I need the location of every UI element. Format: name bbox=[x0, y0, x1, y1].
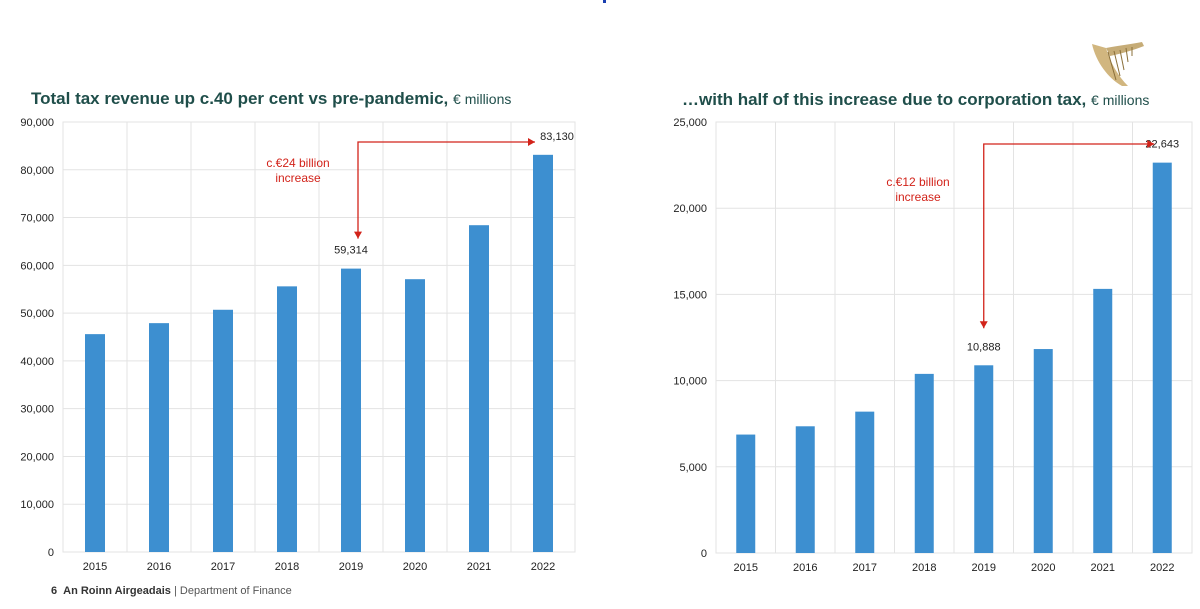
bar-2017 bbox=[855, 411, 875, 553]
bar-2019 bbox=[341, 268, 361, 552]
bar-2017 bbox=[213, 309, 233, 552]
x-tick-label: 2022 bbox=[1150, 562, 1174, 574]
y-tick-label: 60,000 bbox=[20, 260, 54, 272]
annotation-line-2: increase bbox=[895, 190, 941, 204]
bar-2018 bbox=[914, 373, 934, 553]
arrowhead-down bbox=[354, 231, 362, 239]
x-tick-label: 2019 bbox=[339, 561, 363, 573]
chart-title-right-unit: € millions bbox=[1091, 92, 1150, 108]
bar-2018 bbox=[277, 286, 297, 552]
y-tick-label: 10,000 bbox=[20, 499, 54, 511]
y-tick-label: 30,000 bbox=[20, 404, 54, 416]
arrowhead-down bbox=[979, 321, 988, 329]
y-tick-label: 25,000 bbox=[673, 117, 707, 129]
x-tick-label: 2015 bbox=[734, 562, 758, 574]
bar-2022 bbox=[1152, 162, 1172, 553]
arrowhead-right bbox=[1147, 140, 1155, 148]
footer-separator: | bbox=[173, 585, 177, 597]
chart-title-left: Total tax revenue up c.40 per cent vs pr… bbox=[31, 89, 511, 109]
y-tick-label: 70,000 bbox=[20, 213, 54, 225]
x-tick-label: 2015 bbox=[83, 561, 107, 573]
bar-2020 bbox=[405, 279, 425, 552]
bar-2016 bbox=[149, 323, 169, 552]
y-tick-label: 80,000 bbox=[20, 165, 54, 177]
x-tick-label: 2017 bbox=[211, 561, 235, 573]
chart-title-right: …with half of this increase due to corpo… bbox=[682, 90, 1149, 110]
y-tick-label: 90,000 bbox=[20, 117, 54, 129]
y-tick-label: 5,000 bbox=[679, 462, 707, 474]
y-tick-label: 15,000 bbox=[673, 289, 707, 301]
x-tick-label: 2019 bbox=[972, 562, 996, 574]
x-tick-label: 2016 bbox=[147, 561, 171, 573]
x-tick-label: 2021 bbox=[467, 561, 491, 573]
data-label-2019: 59,314 bbox=[334, 245, 368, 257]
y-tick-label: 50,000 bbox=[20, 308, 54, 320]
x-tick-label: 2020 bbox=[1031, 562, 1055, 574]
annotation-line-1: c.€24 billion bbox=[266, 156, 329, 170]
y-tick-label: 0 bbox=[48, 547, 54, 559]
chart-title-left-unit: € millions bbox=[453, 91, 512, 107]
bar-2015 bbox=[736, 434, 756, 553]
data-label-2022: 22,643 bbox=[1145, 139, 1179, 151]
page-number: 6 bbox=[51, 585, 58, 597]
annotation-line-1: c.€12 billion bbox=[886, 175, 949, 189]
y-tick-label: 0 bbox=[701, 548, 707, 560]
x-tick-label: 2021 bbox=[1091, 562, 1115, 574]
bar-2016 bbox=[795, 426, 815, 553]
increase-arrow-line bbox=[357, 141, 535, 239]
increase-arrow-line bbox=[983, 143, 1155, 329]
x-tick-label: 2018 bbox=[275, 561, 299, 573]
org-english-name: Department of Finance bbox=[179, 585, 292, 597]
data-label-2022: 83,130 bbox=[540, 131, 574, 143]
bar-2015 bbox=[85, 334, 105, 552]
arrowhead-right bbox=[528, 138, 535, 146]
blue-dot bbox=[603, 0, 606, 3]
y-tick-label: 40,000 bbox=[20, 356, 54, 368]
chart-title-left-text: Total tax revenue up c.40 per cent vs pr… bbox=[31, 89, 449, 108]
bar-2021 bbox=[1093, 288, 1113, 553]
org-irish-name: An Roinn Airgeadais bbox=[63, 585, 171, 597]
x-tick-label: 2020 bbox=[403, 561, 427, 573]
bar-2019 bbox=[974, 365, 994, 553]
y-tick-label: 10,000 bbox=[673, 376, 707, 388]
y-tick-label: 20,000 bbox=[20, 451, 54, 463]
x-tick-label: 2016 bbox=[793, 562, 817, 574]
x-tick-label: 2018 bbox=[912, 562, 936, 574]
annotation-line-2: increase bbox=[275, 171, 321, 185]
y-tick-label: 20,000 bbox=[673, 203, 707, 215]
bar-2020 bbox=[1033, 349, 1053, 553]
x-tick-label: 2017 bbox=[853, 562, 877, 574]
harp-logo bbox=[1092, 42, 1144, 86]
chart-title-right-text: …with half of this increase due to corpo… bbox=[682, 90, 1087, 109]
footer: 6 An Roinn Airgeadais | Department of Fin… bbox=[51, 585, 292, 597]
bar-2021 bbox=[469, 225, 489, 552]
data-label-2019: 10,888 bbox=[967, 341, 1001, 353]
bar-2022 bbox=[533, 154, 553, 552]
x-tick-label: 2022 bbox=[531, 561, 555, 573]
